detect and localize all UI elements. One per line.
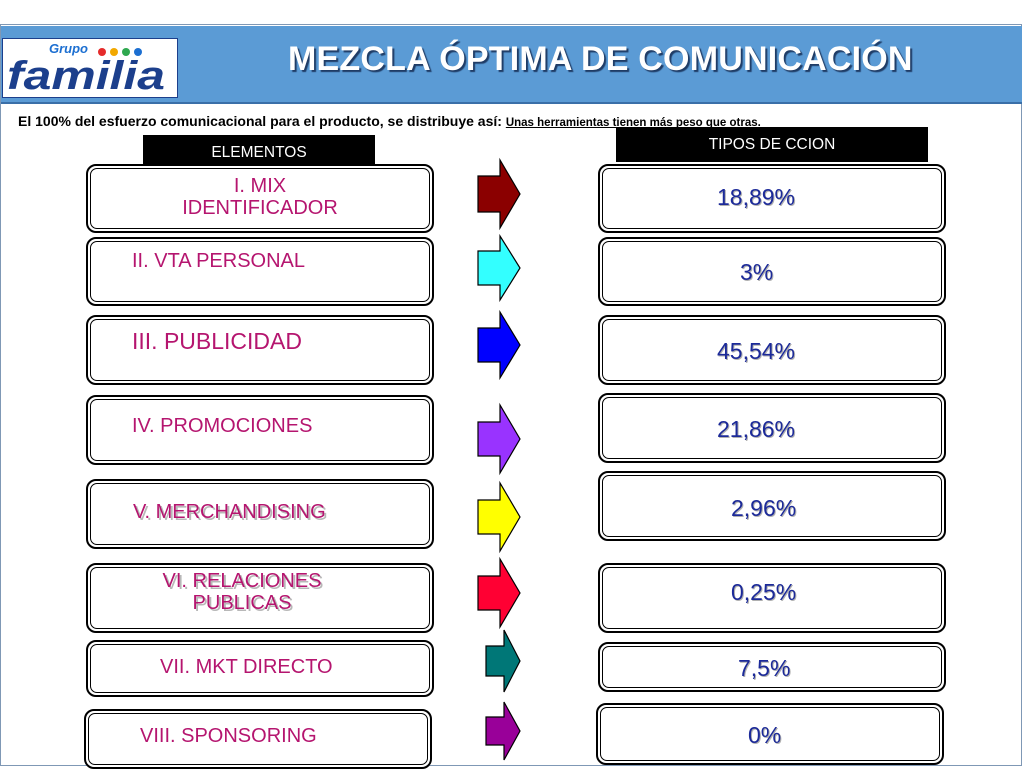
element-label-vta-personal: II. VTA PERSONAL: [132, 250, 306, 272]
element-label-promociones: IV. PROMOCIONES: [132, 415, 313, 437]
element-label-relaciones-publicas: VI. RELACIONES PUBLICAS: [132, 570, 352, 614]
element-box-merchandising: [86, 479, 434, 549]
right-arrow-icon: [485, 701, 522, 761]
value-box-6: [598, 563, 946, 633]
element-label-line1: VI. RELACIONES: [162, 570, 322, 592]
element-box-relaciones-publicas: [86, 563, 434, 633]
value-label-5: 2,96%: [731, 495, 797, 521]
element-box-promociones: [86, 395, 434, 465]
element-label-publicidad: III. PUBLICIDAD: [132, 328, 302, 354]
right-arrow-icon: [477, 556, 522, 630]
value-label-4: 21,86%: [717, 416, 796, 442]
element-box-mkt-directo: [86, 640, 434, 697]
element-box-sponsoring: [84, 709, 432, 769]
element-label-mix-identificador: I. MIX IDENTIFICADOR: [130, 175, 390, 219]
right-arrow-icon: [477, 309, 522, 381]
element-box-vta-personal: [86, 237, 434, 306]
right-arrow-icon: [477, 157, 522, 231]
element-label-sponsoring: VIII. SPONSORING: [140, 725, 317, 747]
intro-main: El 100% del esfuerzo comunicacional para…: [18, 113, 502, 129]
value-label-1: 18,89%: [717, 184, 796, 210]
element-box-publicidad: [86, 315, 434, 385]
element-label-merchandising: V. MERCHANDISING: [133, 501, 326, 523]
grupo-familia-logo: Grupo familia: [2, 38, 178, 98]
value-box-8: [596, 703, 944, 765]
value-label-7: 7,5%: [738, 655, 791, 681]
intro-text: El 100% del esfuerzo comunicacional para…: [18, 113, 1018, 129]
logo-brand-text: familia: [7, 54, 165, 97]
value-label-2: 3%: [740, 259, 774, 285]
types-column-header: TIPOS DE CCION: [616, 127, 928, 162]
logo-top-text: Grupo: [49, 41, 88, 56]
value-box-3: [598, 315, 946, 385]
value-box-7: [598, 642, 946, 692]
slide-frame: [0, 24, 1022, 766]
element-label-line2: PUBLICAS: [192, 592, 292, 614]
element-box-mix-identificador: [86, 164, 434, 233]
value-box-5: [598, 471, 946, 541]
right-arrow-icon: [477, 233, 522, 303]
element-label-mkt-directo: VII. MKT DIRECTO: [160, 656, 333, 678]
value-label-8: 0%: [748, 722, 782, 748]
page-title: MEZCLA ÓPTIMA DE COMUNICACIÓN: [288, 40, 913, 78]
element-label-line2: IDENTIFICADOR: [182, 197, 338, 219]
value-box-4: [598, 393, 946, 463]
elements-column-header: ELEMENTOS: [143, 135, 375, 165]
intro-note: Unas herramientas tienen más peso que ot…: [505, 117, 761, 129]
right-arrow-icon: [485, 629, 522, 693]
right-arrow-icon: [477, 480, 522, 554]
value-label-3: 45,54%: [717, 338, 796, 364]
value-box-2: [598, 237, 946, 306]
value-label-6: 0,25%: [731, 579, 797, 605]
value-box-1: [598, 164, 946, 233]
element-label-line1: I. MIX: [233, 175, 287, 197]
right-arrow-icon: [477, 402, 522, 476]
